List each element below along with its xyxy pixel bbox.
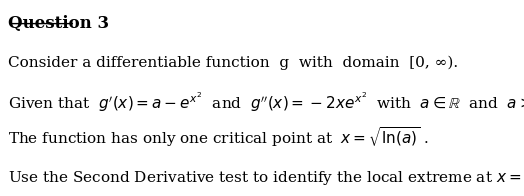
Text: Use the Second Derivative test to identify the local extreme at $x = \sqrt{\ln(a: Use the Second Derivative test to identi… — [8, 164, 524, 188]
Text: Question 3: Question 3 — [8, 15, 110, 32]
Text: Given that  $g'(x) = a - e^{x^2}$  and  $g''(x) = -2xe^{x^2}$  with  $a \in \mat: Given that $g'(x) = a - e^{x^2}$ and $g'… — [8, 90, 524, 114]
Text: The function has only one critical point at  $x = \sqrt{\ln(a)}$ .: The function has only one critical point… — [8, 125, 429, 149]
Text: Consider a differentiable function  g  with  domain  [0, ∞).: Consider a differentiable function g wit… — [8, 55, 458, 70]
